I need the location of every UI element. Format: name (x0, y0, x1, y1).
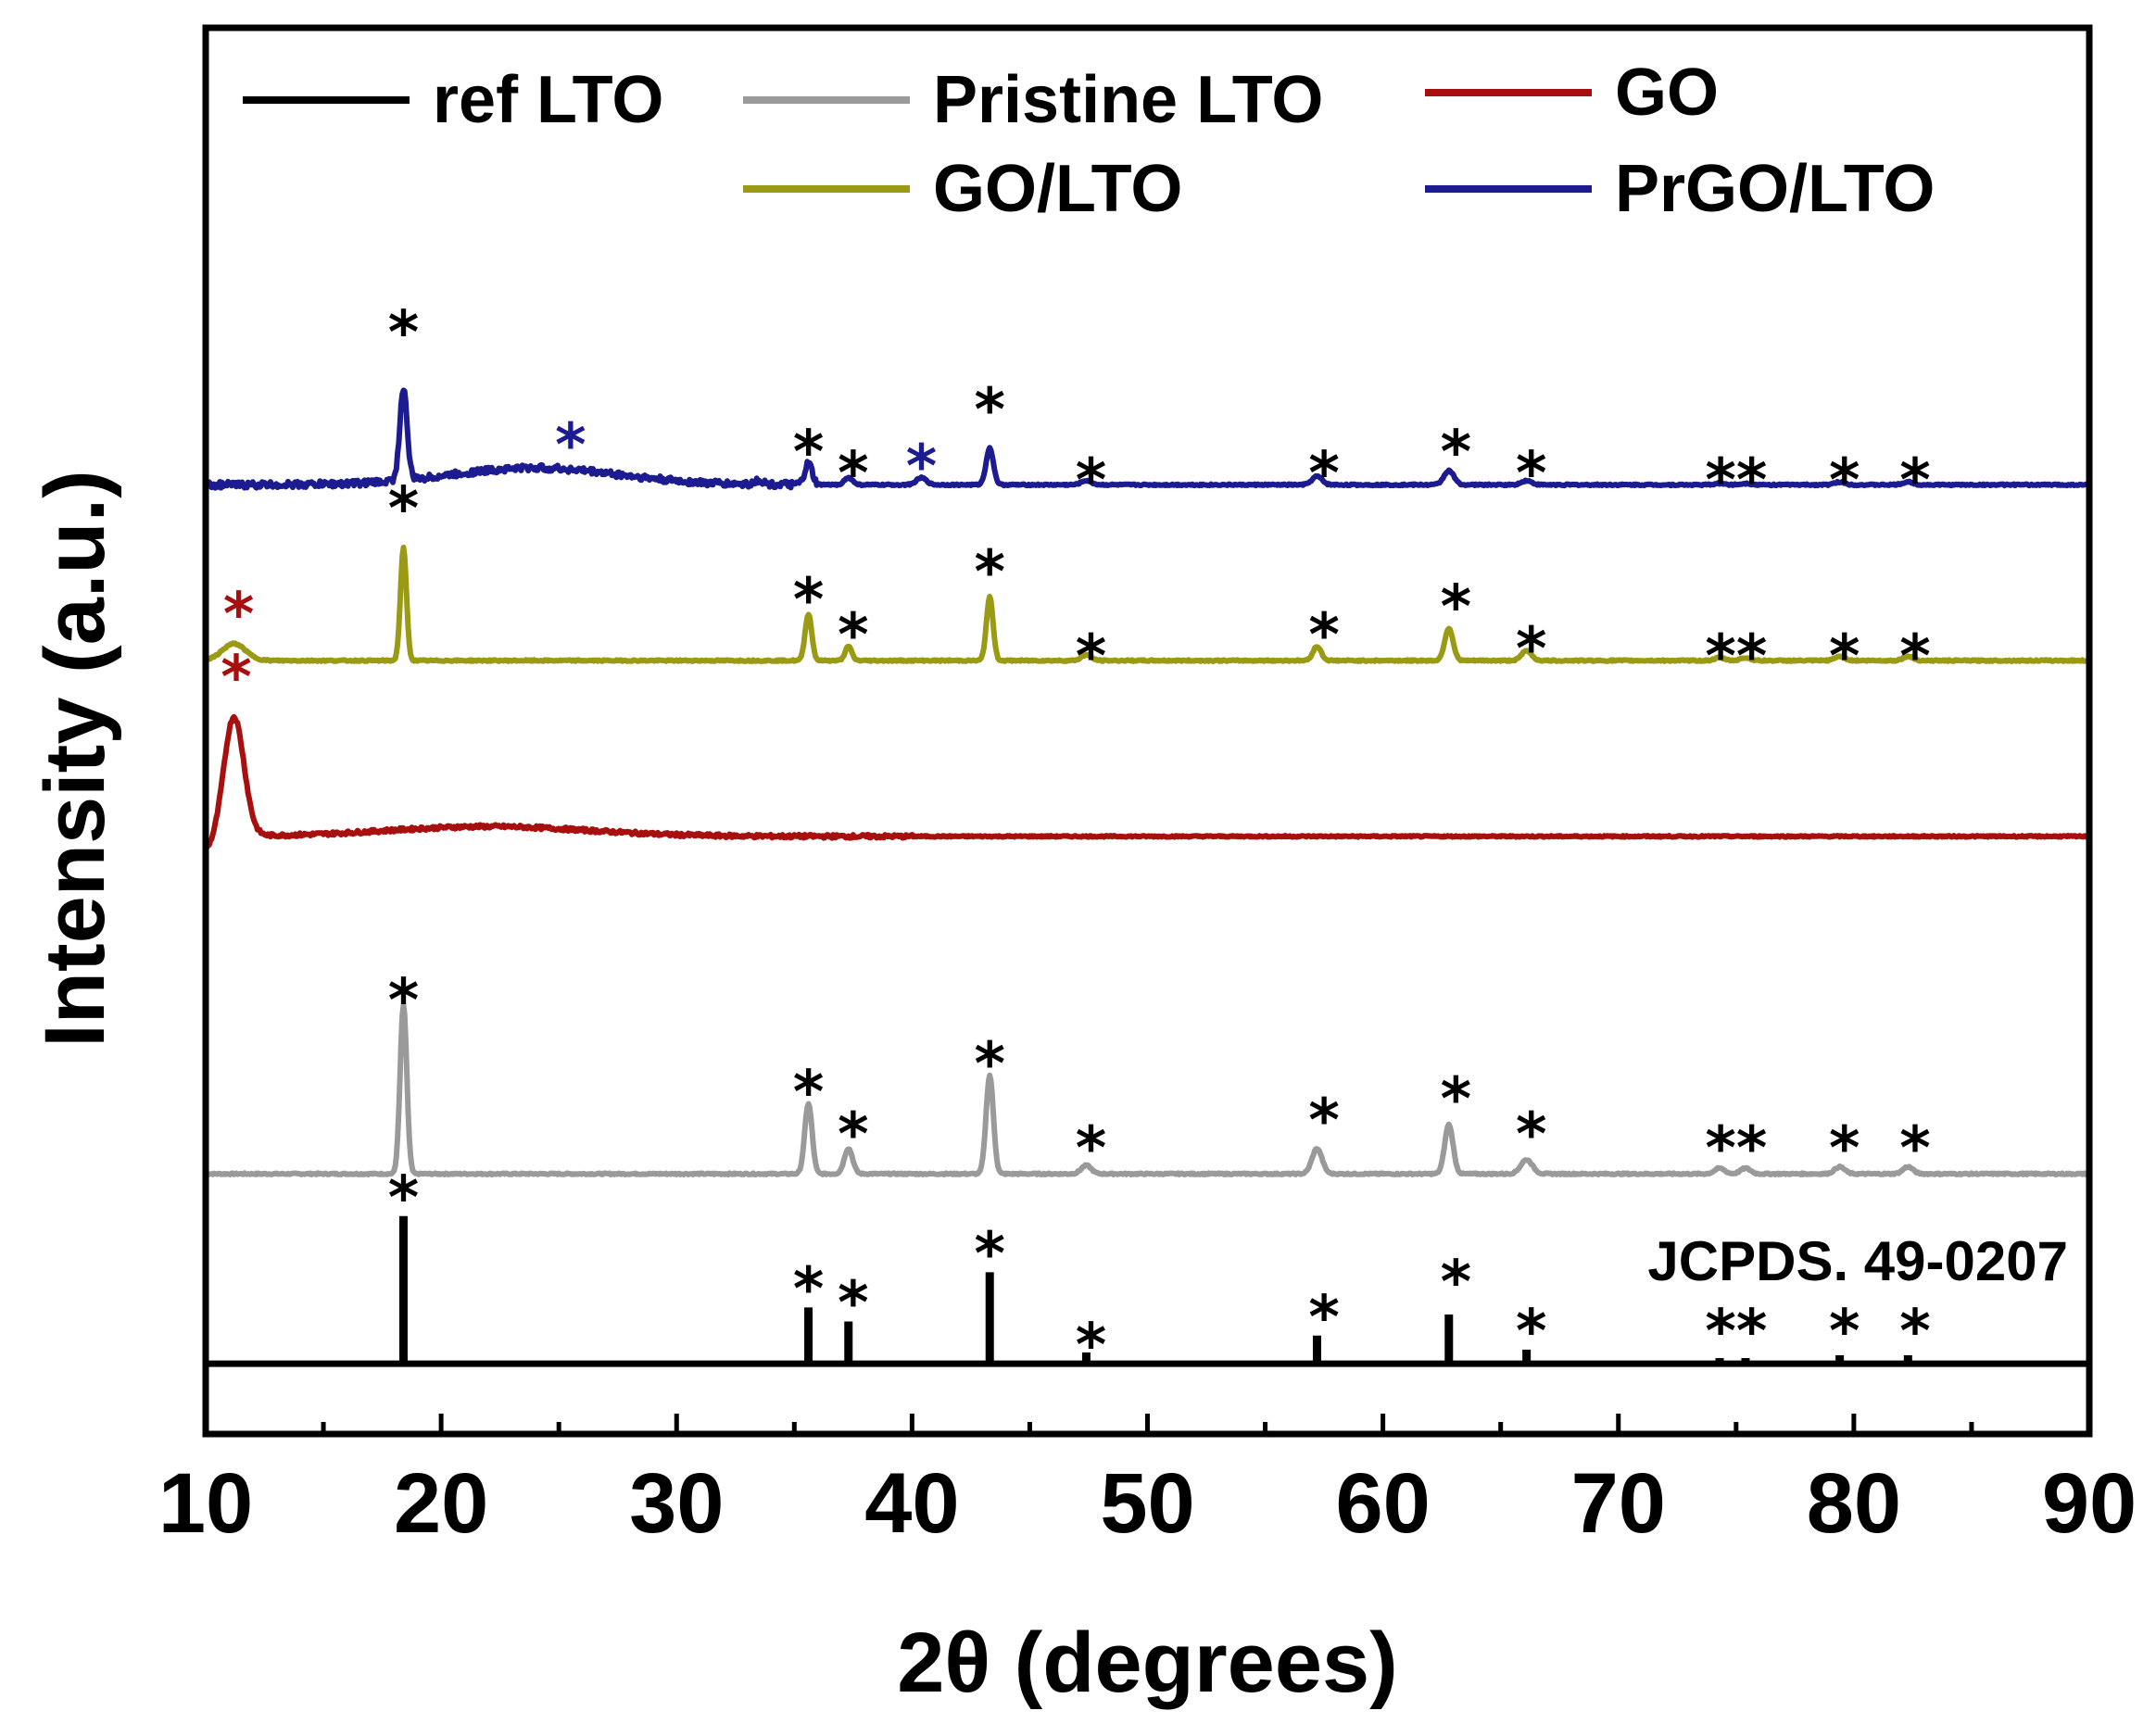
x-axis: 10 20 30 40 50 60 70 80 90 (158, 1414, 2137, 1551)
golto-series-line (204, 545, 2091, 664)
golto-peak-marker: * (223, 581, 254, 649)
golto-peak-marker: * (1076, 623, 1106, 691)
prgolto-series-line (203, 387, 2091, 491)
golto-peak-marker: * (1308, 602, 1339, 671)
ref-peak-marker: * (388, 1164, 419, 1233)
ref-legend-label: ref LTO (433, 63, 663, 137)
prgolto-peak-marker: ** (1705, 447, 1767, 516)
prgolto-peak-marker: * (1308, 440, 1339, 509)
ref-peak-marker: ** (1705, 1298, 1767, 1366)
prgolto-peak-marker: * (555, 412, 586, 481)
pristine-peak-marker: * (1308, 1087, 1339, 1155)
pristine-peak-marker: ** (1705, 1115, 1767, 1184)
prgolto-peak-marker: * (388, 299, 419, 368)
prgolto-peak-marker: * (1441, 419, 1471, 487)
golto-peak-marker: * (1441, 573, 1471, 642)
x-tick-label: 70 (1571, 1456, 1666, 1551)
legend: ref LTO Pristine LTO GO GO/LTO PrGO/LTO (243, 56, 1935, 226)
pristine-peak-marker: * (838, 1101, 868, 1169)
ref-peak-marker: * (838, 1270, 868, 1339)
golto-peak-marker: * (838, 602, 868, 671)
ref-peak-marker: * (975, 1220, 1005, 1289)
x-tick-label: 20 (394, 1456, 488, 1551)
go-legend-label: GO (1615, 56, 1719, 130)
series-layer (203, 387, 2091, 1367)
golto-legend-label: GO/LTO (933, 152, 1182, 226)
ref-peak-marker: * (1441, 1249, 1471, 1317)
golto-peak-marker: * (1829, 623, 1860, 691)
golto-peak-marker: * (975, 538, 1005, 607)
golto-peak-marker: * (793, 567, 824, 635)
golto-peak-marker: ** (1705, 623, 1767, 691)
prgolto-peak-marker: * (975, 377, 1005, 446)
y-axis-label: Intensity (a.u.) (28, 470, 122, 1048)
x-tick-label: 90 (2042, 1456, 2137, 1551)
pristine-legend-label: Pristine LTO (933, 63, 1323, 137)
ref-peak-marker: * (1308, 1284, 1339, 1352)
ref-peak-marker: * (793, 1255, 824, 1324)
golto-peak-marker: * (1516, 616, 1546, 685)
pristine-peak-marker: * (975, 1031, 1005, 1100)
ref-peak-marker: * (1899, 1298, 1930, 1366)
prgolto-peak-marker: * (1076, 447, 1106, 516)
pristine-peak-marker: * (388, 967, 419, 1036)
x-tick-label: 10 (158, 1456, 253, 1551)
x-tick-label: 80 (1807, 1456, 1901, 1551)
prgolto-peak-marker: * (793, 419, 824, 487)
golto-peak-marker: * (388, 475, 419, 544)
jcpds-annotation: JCPDS. 49-0207 (1647, 1230, 2068, 1292)
pristine-peak-marker: * (793, 1059, 824, 1127)
go-series-line (204, 713, 2091, 850)
pristine-peak-marker: * (1441, 1066, 1471, 1135)
ref-peak-marker: * (1076, 1312, 1106, 1380)
pristine-peak-marker: * (1899, 1115, 1930, 1184)
x-axis-label: 2θ (degrees) (897, 1616, 1398, 1710)
go-peak-marker: * (221, 644, 251, 712)
x-tick-label: 40 (864, 1456, 959, 1551)
prgolto-peak-marker: * (906, 433, 937, 501)
golto-peak-marker: * (1899, 623, 1930, 691)
x-tick-label: 50 (1100, 1456, 1194, 1551)
prgolto-peak-marker: * (1516, 440, 1546, 509)
x-tick-label: 30 (629, 1456, 724, 1551)
prgolto-peak-marker: * (838, 440, 868, 509)
prgolto-peak-marker: * (1899, 447, 1930, 516)
pristine-peak-marker: * (1829, 1115, 1860, 1184)
pristine-peak-marker: * (1076, 1115, 1106, 1184)
prgolto-legend-label: PrGO/LTO (1615, 152, 1935, 226)
marker-layer: ** *** *** ** * ****** * ** ** * ******** * ** ** * ***… (221, 299, 1930, 1380)
pristine-peak-marker: * (1516, 1101, 1546, 1169)
prgolto-peak-marker: * (1829, 447, 1860, 516)
pristine-series-line (204, 1002, 2091, 1177)
ref-peak-marker: * (1829, 1298, 1860, 1366)
x-tick-label: 60 (1335, 1456, 1430, 1551)
ref-peak-marker: * (1516, 1298, 1546, 1366)
